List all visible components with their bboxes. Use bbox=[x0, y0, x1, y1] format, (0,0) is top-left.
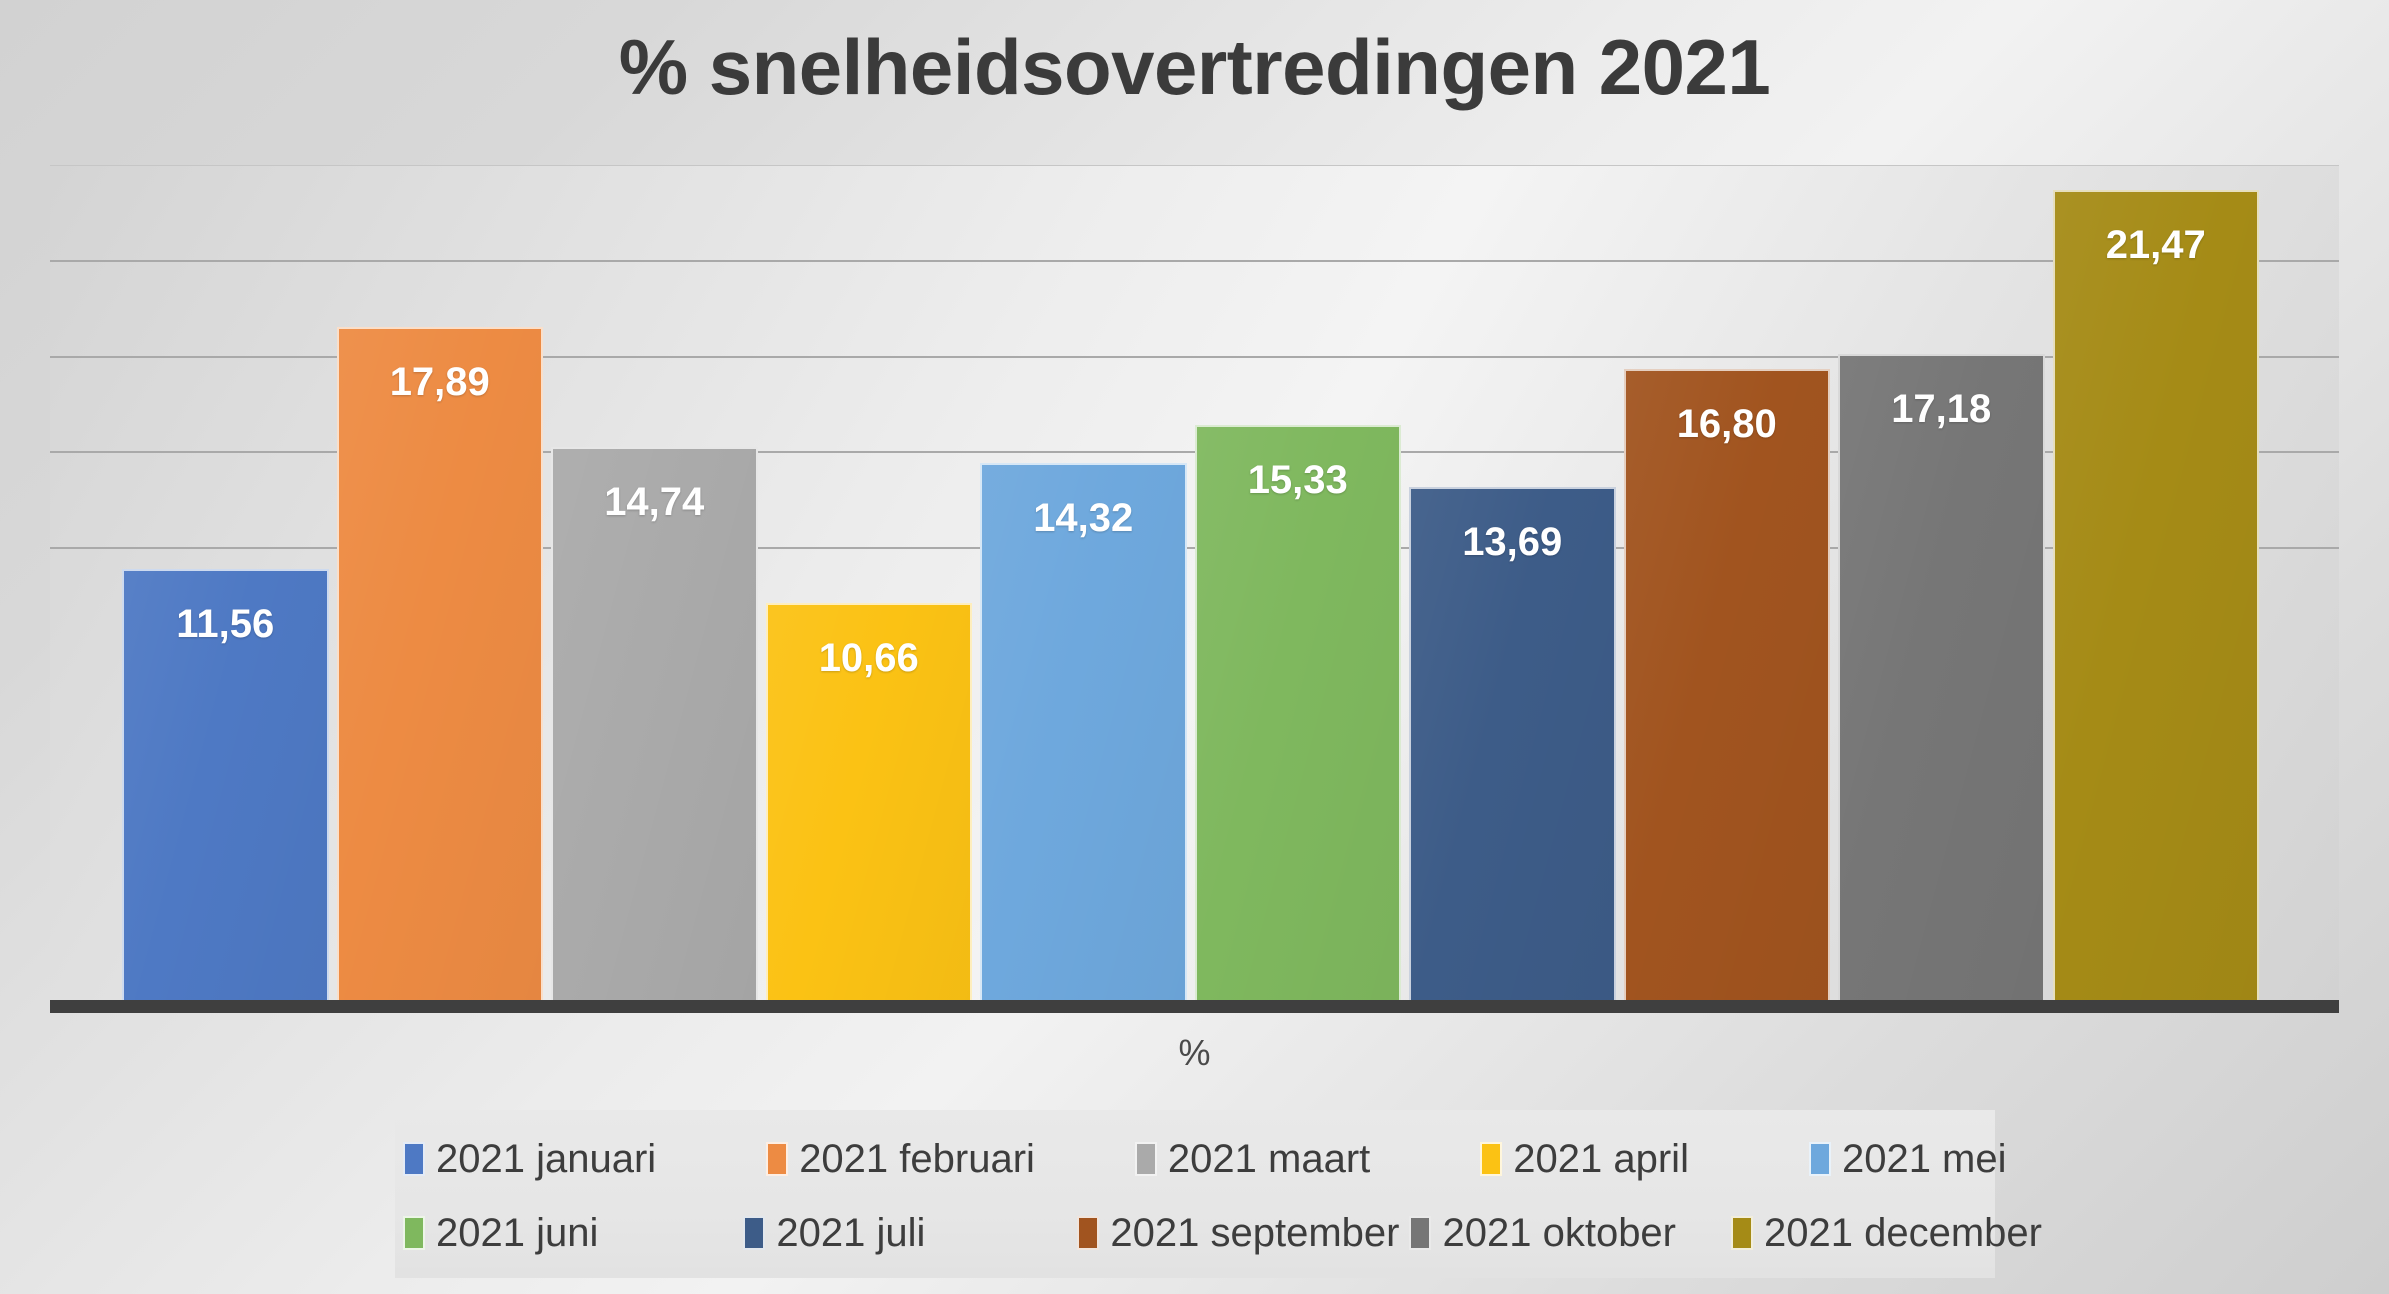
legend-item[interactable]: 2021 juni bbox=[403, 1213, 598, 1253]
bar-value-label: 17,18 bbox=[1891, 387, 1992, 432]
legend-color-swatch-icon bbox=[403, 1142, 425, 1176]
legend-item-label: 2021 juni bbox=[436, 1211, 599, 1255]
bar-slot: 16,80 bbox=[1623, 170, 1830, 1011]
legend-item[interactable]: 2021 december bbox=[1731, 1213, 2042, 1253]
legend-item[interactable]: 2021 april bbox=[1480, 1139, 1689, 1179]
legend-item-label: 2021 mei bbox=[1841, 1137, 2007, 1181]
bar-slot: 11,56 bbox=[122, 170, 329, 1011]
legend-color-swatch-icon bbox=[1409, 1216, 1432, 1250]
legend-color-swatch-icon bbox=[1077, 1216, 1100, 1250]
bar[interactable] bbox=[551, 447, 758, 1010]
legend-color-swatch-icon bbox=[403, 1216, 425, 1250]
bar-value-label: 17,89 bbox=[389, 359, 490, 404]
bar-slot: 15,33 bbox=[1194, 170, 1401, 1011]
x-axis-title: % bbox=[1178, 1032, 1211, 1073]
legend-item[interactable]: 2021 maart bbox=[1134, 1137, 1371, 1181]
legend-color-swatch-icon bbox=[1134, 1142, 1157, 1176]
bar-slot: 10,66 bbox=[765, 170, 972, 1011]
gridline bbox=[50, 165, 2339, 166]
bar-value-label: 16,80 bbox=[1676, 401, 1777, 446]
legend-item-label: 2021 september bbox=[1110, 1211, 1400, 1255]
bar[interactable] bbox=[1409, 487, 1616, 1010]
legend-color-swatch-icon bbox=[1731, 1216, 1753, 1250]
legend-item-label: 2021 oktober bbox=[1442, 1211, 1676, 1255]
bars-layer: 11,56 17,89 14,74 10,66 14,32 15,33 13,69 16,80… bbox=[122, 170, 2267, 1011]
chart-legend: 2021 januari 2021 februari 2021 maart 2021 … bbox=[395, 1110, 2042, 1278]
gridline bbox=[50, 260, 2339, 263]
legend-item[interactable]: 2021 juli bbox=[743, 1213, 925, 1253]
legend-item-label: 2021 januari bbox=[436, 1137, 657, 1181]
bar-value-label: 11,56 bbox=[176, 601, 275, 646]
bar[interactable] bbox=[1623, 368, 1830, 1011]
chart-title: % snelheidsovertredingen 2021 bbox=[618, 23, 1771, 111]
legend-item[interactable]: 2021 februari bbox=[766, 1139, 1035, 1179]
bar-value-label: 14,74 bbox=[604, 480, 705, 525]
x-axis-line bbox=[50, 1000, 2339, 1013]
bar[interactable] bbox=[1838, 354, 2045, 1010]
legend-item[interactable]: 2021 januari bbox=[403, 1139, 656, 1179]
bar-slot: 14,32 bbox=[980, 170, 1187, 1010]
legend-item[interactable]: 2021 oktober bbox=[1409, 1213, 1676, 1253]
legend-color-swatch-icon bbox=[1808, 1142, 1831, 1176]
bar[interactable] bbox=[336, 326, 543, 1011]
bar-value-label: 13,69 bbox=[1462, 520, 1563, 565]
bar-value-label: 10,66 bbox=[818, 635, 919, 680]
bar-slot: 14,74 bbox=[551, 170, 758, 1010]
bar-slot: 17,18 bbox=[1838, 170, 2045, 1010]
bar-slot: 13,69 bbox=[1409, 170, 1616, 1010]
bar[interactable] bbox=[2052, 190, 2259, 1010]
bar[interactable] bbox=[765, 602, 972, 1011]
bar-slot: 21,47 bbox=[2052, 170, 2259, 1010]
legend-item-label: 2021 december bbox=[1764, 1211, 2042, 1255]
plot-area: 11,56 17,89 14,74 10,66 14,32 15,33 13,69 16,80… bbox=[50, 165, 2339, 1011]
bar[interactable] bbox=[1194, 424, 1401, 1011]
bar[interactable] bbox=[980, 463, 1187, 1010]
bar-value-label: 14,32 bbox=[1033, 496, 1134, 541]
legend-item[interactable]: 2021 september bbox=[1077, 1213, 1399, 1253]
gridline bbox=[50, 355, 2339, 358]
legend-color-swatch-icon bbox=[766, 1142, 789, 1176]
bar-value-label: 15,33 bbox=[1247, 457, 1348, 502]
bar-value-label: 21,47 bbox=[2105, 223, 2206, 268]
legend-item[interactable]: 2021 mei bbox=[1808, 1137, 2007, 1181]
legend-color-swatch-icon bbox=[743, 1216, 766, 1250]
legend-item-label: 2021 februari bbox=[799, 1137, 1035, 1181]
bar-slot: 17,89 bbox=[336, 170, 543, 1011]
legend-item-label: 2021 april bbox=[1513, 1137, 1689, 1181]
legend-row: 2021 juni 2021 juli 2021 september 2021 okt… bbox=[395, 1196, 2042, 1270]
legend-row: 2021 januari 2021 februari 2021 maart 2021 … bbox=[395, 1122, 2007, 1196]
legend-item-label: 2021 juli bbox=[776, 1211, 926, 1255]
legend-item-label: 2021 maart bbox=[1167, 1137, 1371, 1181]
bar[interactable] bbox=[122, 568, 329, 1011]
legend-color-swatch-icon bbox=[1480, 1142, 1503, 1176]
